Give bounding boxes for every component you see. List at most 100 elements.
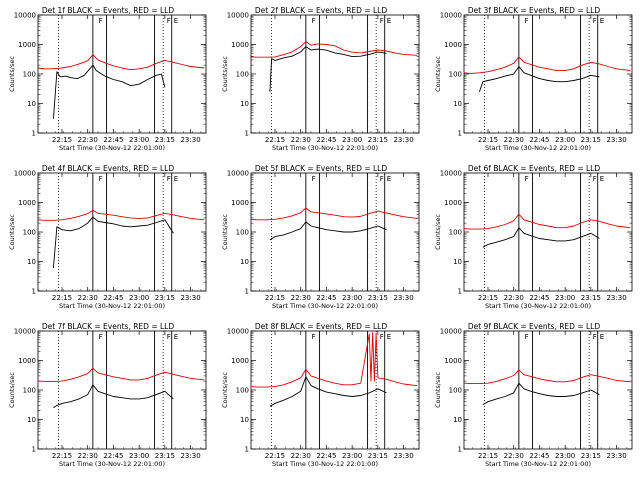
plot-frame <box>37 14 207 134</box>
x-tick-label: 22:30 <box>504 136 524 144</box>
events-series-line <box>269 376 387 407</box>
x-tick-label: 23:15 <box>155 294 175 302</box>
x-tick-label: 23:00 <box>129 294 149 302</box>
x-tick-label: 23:15 <box>368 294 388 302</box>
flag-label: F <box>525 17 529 25</box>
x-tick-label: 22:30 <box>504 452 524 460</box>
y-tick-label: 10 <box>27 416 36 424</box>
x-tick-label: 22:15 <box>478 452 498 460</box>
panel-det-1: Det 1f BLACK = Events, RED = LLD 1 10 100 10… <box>8 6 207 152</box>
x-tick-label: 23:30 <box>393 452 413 460</box>
plot-frame <box>250 14 420 134</box>
y-tick-label: 1 <box>458 446 462 454</box>
panel-title: Det 4f BLACK = Events, RED = LLD <box>42 164 175 173</box>
flag-label: F <box>380 17 384 25</box>
flag-label: F <box>380 333 384 341</box>
plot-frame <box>250 330 420 450</box>
x-tick-label: 23:15 <box>155 452 175 460</box>
y-tick-label: 1000 <box>231 199 249 207</box>
flag-label: F <box>525 175 529 183</box>
lld-series-line <box>250 207 418 221</box>
x-tick-label: 23:30 <box>606 294 626 302</box>
flag-label: E <box>600 333 604 341</box>
y-tick-label: 1 <box>32 446 36 454</box>
panel-det-6: Det 6f BLACK = Events, RED = LLD 1 10 100 10… <box>434 164 633 310</box>
panel-det-8: Det 8f BLACK = Events, RED = LLD 1 10 100 10… <box>221 322 420 468</box>
plot-frame <box>463 330 633 450</box>
x-tick-label: 23:00 <box>555 452 575 460</box>
y-tick-label: 100 <box>236 229 249 237</box>
x-axis-label: Start Time (30-Nov-12 22:01:00) <box>485 302 591 310</box>
y-tick-label: 10000 <box>227 328 249 336</box>
x-axis-label: Start Time (30-Nov-12 22:01:00) <box>485 460 591 468</box>
x-tick-label: 23:00 <box>555 136 575 144</box>
flag-label: F <box>99 17 103 25</box>
y-tick-label: 100 <box>449 229 462 237</box>
x-tick-label: 22:30 <box>504 294 524 302</box>
x-tick-label: 22:30 <box>291 294 311 302</box>
x-tick-label: 23:00 <box>129 452 149 460</box>
panel-det-4: Det 4f BLACK = Events, RED = LLD 1 10 100 10… <box>8 164 207 310</box>
y-tick-label: 1000 <box>444 357 462 365</box>
flag-label: E <box>174 17 178 25</box>
y-tick-label: 1000 <box>18 357 36 365</box>
flag-label: F <box>99 175 103 183</box>
y-tick-label: 100 <box>23 71 36 79</box>
x-tick-label: 22:15 <box>265 452 285 460</box>
plot-frame <box>250 172 420 292</box>
y-tick-label: 1 <box>245 130 249 138</box>
x-axis-label: Start Time (30-Nov-12 22:01:00) <box>59 460 165 468</box>
x-tick-label: 22:30 <box>291 452 311 460</box>
flag-label: E <box>387 17 391 25</box>
panel-title: Det 9f BLACK = Events, RED = LLD <box>468 322 601 331</box>
panel-title: Det 8f BLACK = Events, RED = LLD <box>255 322 388 331</box>
panel-title: Det 5f BLACK = Events, RED = LLD <box>255 164 388 173</box>
y-tick-label: 10000 <box>227 170 249 178</box>
y-tick-label: 10 <box>27 100 36 108</box>
panel-title: Det 1f BLACK = Events, RED = LLD <box>42 6 175 15</box>
x-tick-label: 23:30 <box>393 136 413 144</box>
x-tick-label: 23:30 <box>180 294 200 302</box>
flag-label: E <box>600 175 604 183</box>
y-tick-label: 1000 <box>231 357 249 365</box>
x-tick-label: 22:45 <box>103 136 123 144</box>
flag-label: F <box>593 333 597 341</box>
y-tick-label: 1000 <box>444 199 462 207</box>
plot-frame <box>463 14 633 134</box>
x-tick-label: 23:15 <box>155 136 175 144</box>
y-tick-label: 10000 <box>14 328 36 336</box>
events-series-line <box>53 384 174 409</box>
x-tick-label: 23:15 <box>581 452 601 460</box>
x-tick-label: 22:15 <box>265 294 285 302</box>
x-axis-label: Start Time (30-Nov-12 22:01:00) <box>272 144 378 152</box>
events-series-line <box>478 66 600 92</box>
lld-series-line <box>463 369 631 385</box>
x-tick-label: 23:00 <box>342 294 362 302</box>
y-tick-label: 100 <box>236 71 249 79</box>
y-tick-label: 1 <box>245 446 249 454</box>
y-tick-label: 10000 <box>440 170 462 178</box>
x-tick-label: 22:15 <box>265 136 285 144</box>
y-tick-label: 10000 <box>227 12 249 20</box>
y-tick-label: 1 <box>32 288 36 296</box>
panel-title: Det 2f BLACK = Events, RED = LLD <box>255 6 388 15</box>
x-tick-label: 22:45 <box>103 294 123 302</box>
x-tick-label: 22:15 <box>52 452 72 460</box>
events-series-line <box>52 64 166 119</box>
x-tick-label: 23:00 <box>342 136 362 144</box>
flag-label: F <box>99 333 103 341</box>
x-tick-label: 22:30 <box>78 136 98 144</box>
events-series-line <box>269 221 387 241</box>
flag-label: F <box>167 175 171 183</box>
y-tick-label: 1 <box>32 130 36 138</box>
lld-series-line <box>37 367 205 382</box>
plot-frame <box>463 172 633 292</box>
flag-label: E <box>387 333 391 341</box>
x-axis-label: Start Time (30-Nov-12 22:01:00) <box>272 302 378 310</box>
flag-label: E <box>174 175 178 183</box>
x-tick-label: 22:15 <box>52 294 72 302</box>
y-tick-label: 1000 <box>231 41 249 49</box>
y-axis-label: Counts/sec <box>8 372 16 408</box>
x-tick-label: 22:45 <box>103 452 123 460</box>
panel-title: Det 7f BLACK = Events, RED = LLD <box>42 322 175 331</box>
